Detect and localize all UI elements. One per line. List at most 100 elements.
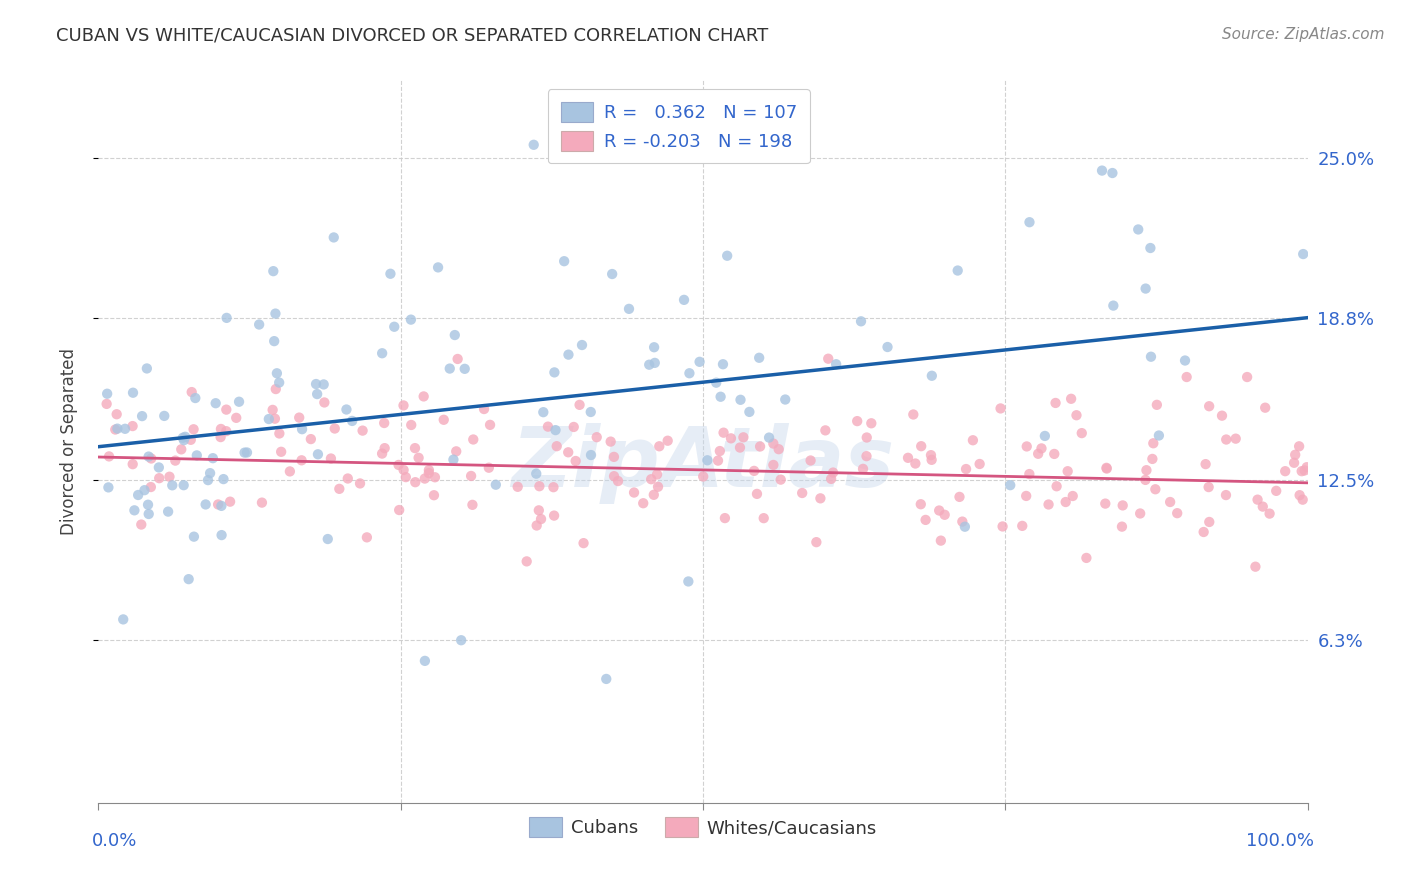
Point [1060,392,1083,406]
Point [262,264,284,278]
Point [704,376,727,390]
Point [211,528,233,542]
Point [934,508,956,522]
Point [225,410,247,425]
Point [903,408,925,422]
Point [800,453,823,467]
Point [607,474,630,488]
Point [1225,432,1247,446]
Point [1018,467,1040,481]
Point [1135,282,1157,296]
Point [516,554,538,568]
Point [427,260,450,275]
Point [198,466,221,480]
Point [546,439,568,453]
Point [928,503,950,517]
Point [288,410,311,425]
Point [990,401,1012,416]
Point [228,394,250,409]
Point [1056,464,1078,478]
Point [773,392,796,407]
Point [356,530,378,544]
Point [323,421,346,435]
Point [921,368,943,383]
Point [991,519,1014,533]
Point [373,416,395,430]
Point [392,463,415,477]
Point [648,439,671,453]
Point [423,488,446,502]
Point [904,457,927,471]
Point [728,441,751,455]
Point [148,460,170,475]
Point [557,445,579,459]
Point [454,361,477,376]
Point [860,417,883,431]
Point [644,356,666,370]
Point [762,458,785,472]
Point [929,533,952,548]
Point [571,338,593,352]
Point [1146,398,1168,412]
Point [299,432,322,446]
Point [921,453,943,467]
Point [183,530,205,544]
Point [950,515,973,529]
Point [122,385,145,400]
Point [135,361,157,376]
Point [209,499,232,513]
Point [1015,439,1038,453]
Point [1211,409,1233,423]
Point [257,412,280,426]
Point [247,318,270,332]
Point [173,433,195,447]
Point [955,462,977,476]
Point [579,448,602,462]
Point [1129,507,1152,521]
Point [312,377,335,392]
Point [657,434,679,448]
Point [269,376,291,390]
Point [174,430,197,444]
Point [733,430,755,444]
Point [127,488,149,502]
Point [1140,350,1163,364]
Point [962,434,984,448]
Point [209,430,232,444]
Point [530,512,553,526]
Point [96,397,118,411]
Point [172,431,194,445]
Point [219,494,242,508]
Point [418,466,440,480]
Point [380,267,402,281]
Point [104,423,127,437]
Point [177,572,200,586]
Point [714,511,737,525]
Point [1251,500,1274,514]
Point [399,312,422,326]
Point [692,469,714,483]
Point [696,453,718,467]
Point [412,389,434,403]
Point [1194,457,1216,471]
Point [742,464,765,478]
Point [600,267,623,281]
Point [387,458,409,472]
Point [215,310,238,325]
Point [730,392,752,407]
Point [207,498,229,512]
Point [197,473,219,487]
Point [768,442,790,457]
Point [1094,497,1116,511]
Point [139,480,162,494]
Point [173,478,195,492]
Point [1111,519,1133,533]
Point [678,366,700,380]
Point [823,466,845,480]
Text: 100.0%: 100.0% [1246,831,1313,850]
Point [184,391,207,405]
Point [278,464,301,478]
Point [1282,456,1305,470]
Point [720,431,742,445]
Point [1236,370,1258,384]
